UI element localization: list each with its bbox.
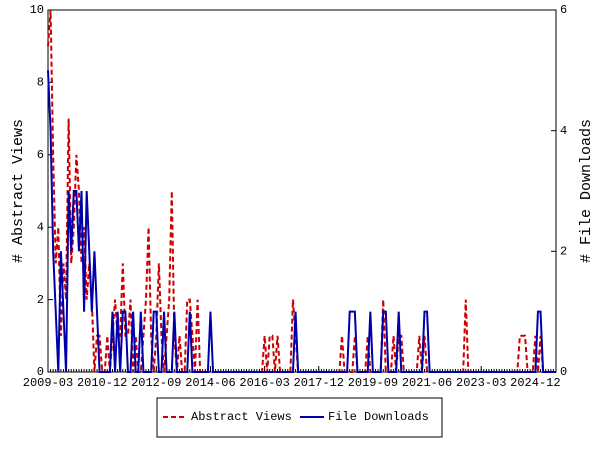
y2-tick-label: 6 (560, 3, 567, 17)
line-series (47, 70, 556, 373)
y2-tick-label: 0 (560, 365, 567, 379)
y-tick-label: 8 (37, 76, 44, 90)
x-tick-label: 2019-09 (348, 376, 398, 390)
y-tick-label: 2 (37, 293, 44, 307)
legend (156, 397, 443, 438)
x-tick-label: 2014-06 (185, 376, 235, 390)
legend-label: Abstract Views (191, 410, 292, 424)
x-tick-label: 2012-09 (131, 376, 181, 390)
y-tick-label: 4 (37, 220, 44, 234)
line-series (47, 9, 556, 373)
y-tick-label: 10 (30, 3, 44, 17)
x-tick-label: 2009-03 (23, 376, 73, 390)
y-axis-label: # Abstract Views (10, 119, 27, 263)
y-tick-label: 6 (37, 148, 44, 162)
x-tick-label: 2023-03 (456, 376, 506, 390)
y2-tick-label: 2 (560, 245, 567, 259)
y2-axis-label: # File Downloads (578, 119, 595, 263)
y-tick-label: 0 (37, 365, 44, 379)
legend-label: File Downloads (328, 410, 429, 424)
y2-tick-label: 4 (560, 124, 567, 138)
x-tick-label: 2016-03 (239, 376, 289, 390)
x-tick-label: 2024-12 (510, 376, 560, 390)
x-tick-label: 2017-12 (294, 376, 344, 390)
x-tick-label: 2021-06 (402, 376, 452, 390)
x-tick-label: 2010-12 (77, 376, 127, 390)
